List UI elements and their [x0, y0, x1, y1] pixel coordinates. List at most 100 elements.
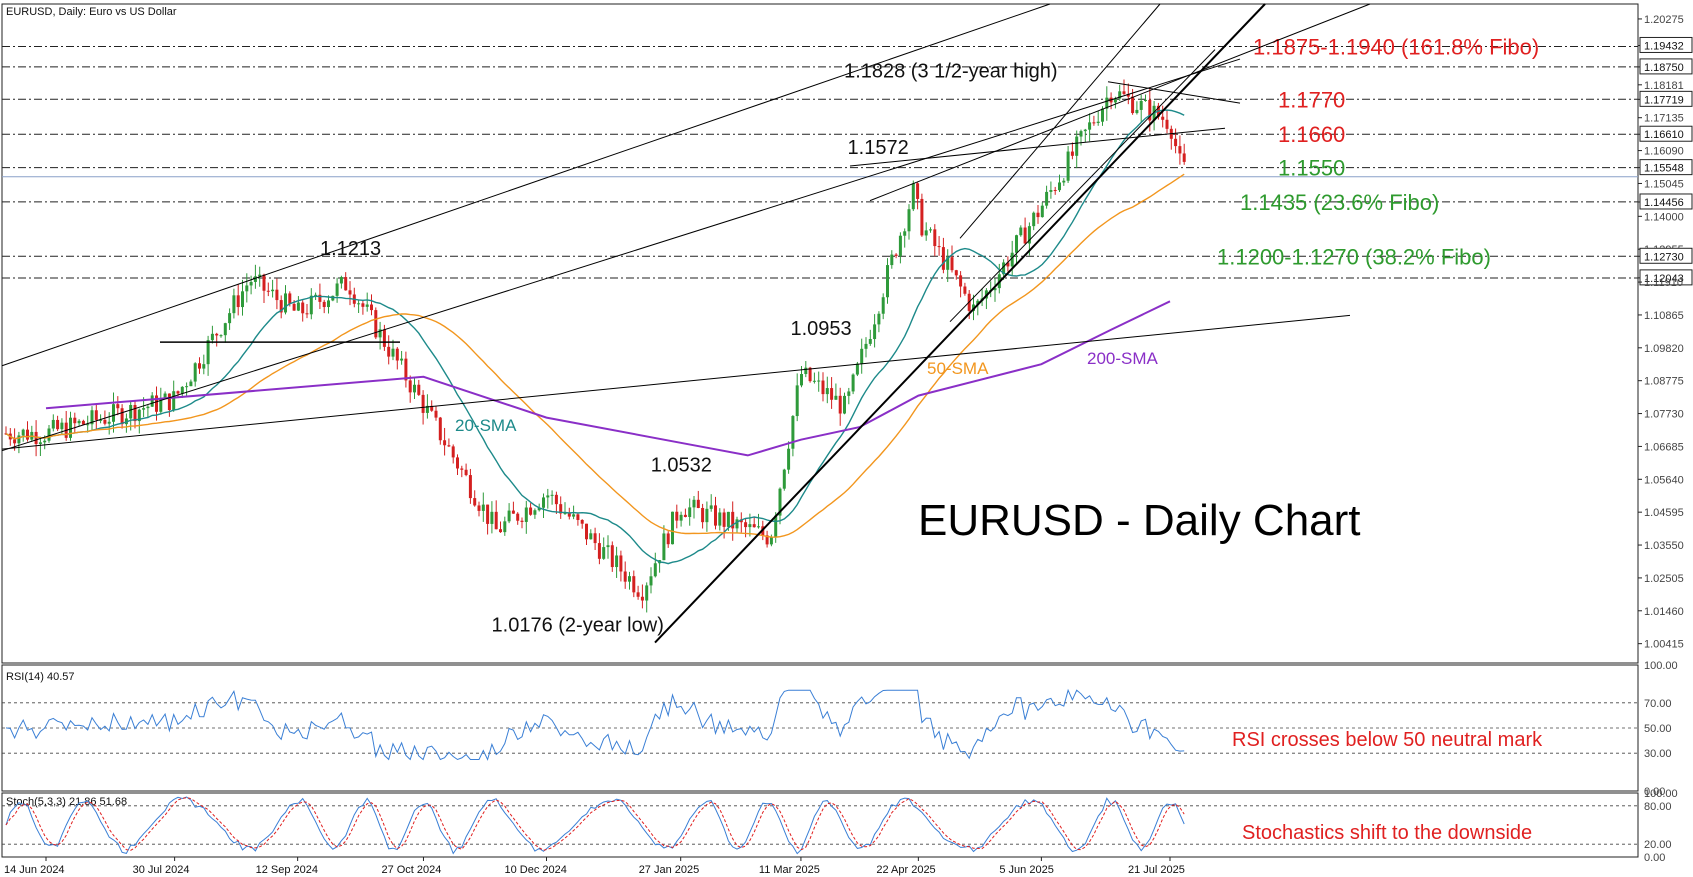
- stoch-d-line: [5, 797, 1185, 851]
- candle-body: [929, 229, 932, 231]
- candle-body: [907, 209, 911, 232]
- candle-body: [223, 323, 227, 336]
- candle-body: [830, 388, 834, 400]
- candle-body: [232, 295, 236, 314]
- x-axis-label: 22 Apr 2025: [876, 864, 935, 876]
- candle-body: [1174, 138, 1178, 147]
- candle-body: [834, 395, 838, 400]
- candle-body: [318, 294, 322, 302]
- candle-body: [228, 313, 232, 324]
- candle-body: [855, 363, 859, 375]
- price-tick-label: 1.16090: [1644, 146, 1684, 158]
- candle-body: [503, 521, 507, 533]
- candle-body: [1122, 91, 1126, 94]
- price-tick-label: 1.01460: [1644, 606, 1684, 618]
- candle-body: [133, 404, 137, 422]
- candle-body: [365, 304, 369, 307]
- candle-body: [387, 346, 391, 357]
- price-tick-label: 1.10865: [1644, 310, 1684, 322]
- candle-body: [258, 274, 262, 277]
- price-tick-label: 1.14456: [1644, 197, 1684, 209]
- candle-body: [301, 302, 305, 314]
- candle-body: [821, 380, 825, 395]
- candle-body: [800, 374, 803, 386]
- candle-body: [241, 291, 244, 308]
- candle-body: [370, 304, 373, 311]
- x-axis-label: 27 Jan 2025: [639, 864, 700, 876]
- candle-body: [150, 395, 154, 407]
- candle-body: [94, 410, 98, 420]
- level-label: 1.1200-1.1270 (38.2% Fibo): [1217, 244, 1491, 269]
- candle-body: [378, 329, 382, 338]
- rsi-tick-label: 70.00: [1644, 698, 1672, 710]
- stoch-header: Stoch(5,3,3) 21.86 51.68: [6, 796, 127, 808]
- price-tick-label: 1.20275: [1644, 14, 1684, 26]
- candle-body: [701, 507, 705, 523]
- candle-body: [890, 254, 894, 266]
- candle-body: [580, 519, 584, 524]
- candle-body: [1075, 136, 1079, 156]
- candle-body: [722, 512, 726, 527]
- candle-body: [434, 410, 438, 418]
- candle-body: [1139, 100, 1143, 110]
- price-annotation: 1.0532: [651, 454, 712, 476]
- falling-line: [1107, 81, 1241, 104]
- rsi-tick-label: 0.00: [1644, 786, 1665, 798]
- candle-body: [576, 514, 580, 520]
- candle-body: [795, 385, 799, 417]
- price-tick-label: 1.11910: [1644, 277, 1683, 289]
- candle-body: [1165, 119, 1169, 129]
- candle-body: [129, 404, 133, 419]
- price-tick-label: 1.17719: [1644, 94, 1684, 106]
- candle-body: [735, 519, 739, 529]
- candle-body: [477, 505, 481, 511]
- candle-body: [778, 488, 782, 516]
- candle-body: [438, 417, 442, 441]
- candle-body: [636, 592, 640, 597]
- channel-lower-line: [1, 58, 1241, 452]
- candle-body: [395, 348, 399, 361]
- candle-body: [284, 293, 287, 313]
- price-tick-label: 1.06685: [1644, 441, 1684, 453]
- price-tick-label: 1.19432: [1644, 40, 1684, 52]
- price-tick-box: [1639, 269, 1693, 286]
- candle-body: [1070, 151, 1074, 156]
- candle-body: [486, 504, 490, 524]
- support-trendline: [654, 3, 1266, 644]
- candle-body: [34, 431, 38, 444]
- candle-body: [533, 510, 537, 515]
- candle-body: [1023, 227, 1027, 244]
- stoch-panel: [1, 792, 1639, 858]
- candle-body: [400, 358, 404, 361]
- candle-body: [941, 247, 945, 270]
- candle-body: [1118, 91, 1122, 99]
- price-tick-label: 1.07730: [1644, 409, 1684, 421]
- candle-body: [1045, 191, 1049, 206]
- candle-body: [1053, 190, 1057, 192]
- candle-body: [662, 533, 666, 561]
- candle-body: [757, 526, 760, 528]
- price-tick-label: 1.08775: [1644, 376, 1684, 388]
- candle-body: [993, 288, 997, 291]
- candle-body: [202, 364, 206, 369]
- candle-body: [1182, 153, 1186, 162]
- sma20-line: [5, 109, 1185, 565]
- candle-body: [602, 547, 606, 559]
- x-axis-label: 14 Jun 2024: [4, 864, 65, 876]
- candle-body: [443, 440, 447, 446]
- candle-body: [219, 335, 223, 337]
- candle-body: [903, 231, 907, 236]
- candle-body: [163, 393, 167, 399]
- price-annotation: 1.0953: [790, 318, 851, 340]
- x-axis-label: 10 Dec 2024: [504, 864, 566, 876]
- candle-body: [1019, 227, 1023, 236]
- candle-body: [782, 469, 786, 489]
- price-tick-label: 1.15045: [1644, 178, 1684, 190]
- candle-body: [696, 499, 700, 508]
- candle-body: [705, 508, 709, 523]
- candle-body: [1015, 235, 1018, 253]
- candle-body: [524, 507, 528, 522]
- stoch-k-line: [5, 796, 1185, 855]
- candle-body: [868, 339, 872, 344]
